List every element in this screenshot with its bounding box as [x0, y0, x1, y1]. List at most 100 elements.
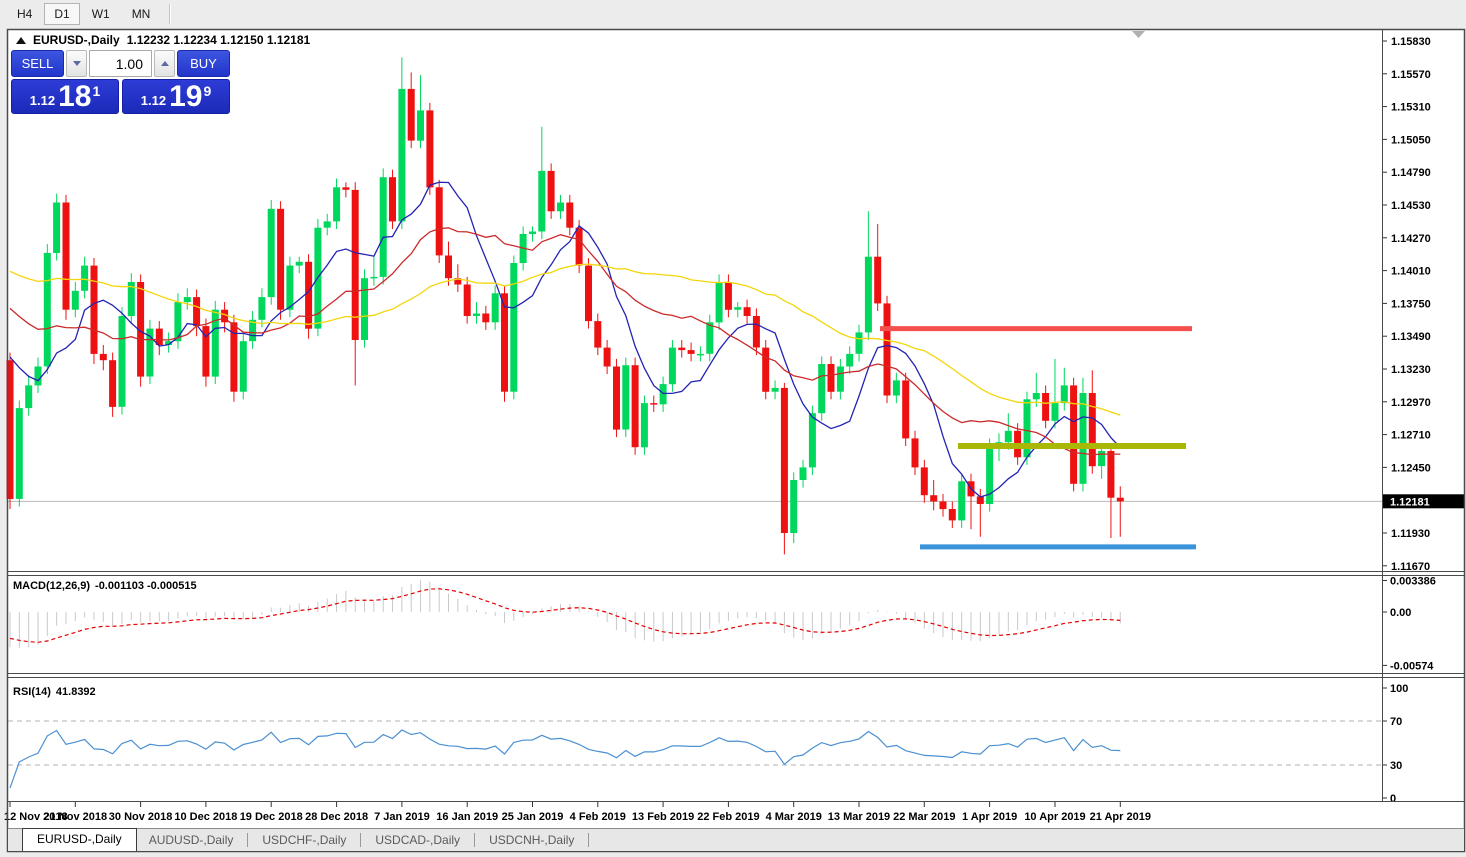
- sell-price-prefix: 1.12: [29, 93, 56, 108]
- candle-bull: [491, 293, 499, 323]
- volume-input[interactable]: [89, 50, 152, 77]
- price-tick-label: 1.15830: [1391, 36, 1431, 48]
- candle-bull: [855, 332, 863, 354]
- date-tick-label: 28 Dec 2018: [305, 811, 368, 823]
- candle-bear: [155, 328, 163, 345]
- buy-price-panel[interactable]: 1.12 19 9: [122, 79, 230, 114]
- chart-window-frame: [6, 28, 1466, 853]
- candle-bull: [43, 252, 51, 367]
- candle-bear: [277, 208, 285, 310]
- candle-bear: [762, 347, 770, 392]
- price-tick-label: 1.13490: [1391, 331, 1431, 343]
- symbol-tab-usdcad[interactable]: USDCAD-,Daily: [375, 833, 461, 847]
- candle-bull: [529, 231, 536, 234]
- candle-bull: [640, 403, 648, 448]
- candle-bull: [818, 364, 826, 414]
- candle-bull: [1060, 385, 1068, 404]
- volume-increase-button[interactable]: [154, 50, 175, 77]
- candle-bull: [659, 384, 667, 405]
- rsi-tick-label: 100: [1390, 683, 1408, 695]
- candle-bear: [920, 467, 928, 496]
- sell-button[interactable]: SELL: [11, 50, 64, 77]
- candle-bear: [1107, 451, 1115, 498]
- toolbar-separator: [169, 4, 172, 24]
- candle-bear: [883, 303, 891, 396]
- candle-bear: [351, 189, 359, 340]
- chart-ohlc-values: 1.12232 1.12234 1.12150 1.12181: [126, 33, 311, 47]
- macd-label: MACD(12,26,9) -0.001103 -0.000515: [13, 580, 202, 592]
- rsi-tick-label: 30: [1390, 760, 1402, 772]
- date-tick-label: 13 Feb 2019: [632, 811, 694, 823]
- tab-separator: [588, 833, 590, 847]
- candle-bear: [575, 227, 583, 266]
- candle-bull: [183, 297, 191, 303]
- candle-bear: [99, 353, 107, 361]
- sell-price-big: 18: [58, 80, 92, 113]
- candle-bear: [976, 496, 984, 504]
- buy-button[interactable]: BUY: [177, 50, 230, 77]
- candle-bull: [557, 202, 564, 212]
- candle-bull: [706, 322, 714, 354]
- timeframe-button-h4[interactable]: H4: [17, 7, 33, 21]
- tab-separator: [474, 833, 476, 847]
- timeframe-button-w1[interactable]: W1: [91, 7, 110, 21]
- candle-bull: [295, 261, 303, 266]
- timeframe-button-d1[interactable]: D1: [44, 3, 80, 25]
- candle-bear: [389, 177, 396, 222]
- sell-price-panel[interactable]: 1.12 18 1: [11, 79, 119, 114]
- candle-bear: [463, 284, 471, 316]
- candle-bull: [892, 380, 900, 396]
- date-tick-label: 16 Jan 2019: [436, 811, 498, 823]
- candle-bear: [202, 326, 210, 377]
- candle-bear: [911, 438, 919, 468]
- buy-price-prefix: 1.12: [140, 93, 167, 108]
- candle-bull: [333, 187, 341, 222]
- collapse-arrow-icon[interactable]: [16, 36, 26, 44]
- timeframe-button-mn[interactable]: MN: [131, 7, 151, 21]
- price-tick-label: 1.15310: [1391, 102, 1431, 114]
- price-tick-label: 1.12710: [1391, 430, 1431, 442]
- candle-bear: [6, 360, 14, 499]
- candle-bull: [836, 366, 844, 392]
- symbol-tab-usdcnh[interactable]: USDCNH-,Daily: [489, 833, 575, 847]
- candle-bear: [547, 170, 555, 212]
- candle-bull: [417, 110, 424, 141]
- candle-bear: [482, 313, 490, 323]
- candle-bull: [622, 365, 630, 430]
- one-click-trading-panel: SELL BUY 1.12 18 1 1.12 19 9: [11, 50, 230, 114]
- rsi-label: RSI(14) 41.8392: [13, 686, 101, 698]
- candle-bear: [585, 265, 592, 322]
- candle-bear: [902, 380, 910, 439]
- scroll-to-end-icon[interactable]: [1132, 31, 1145, 38]
- price-tick-label: 1.11930: [1391, 528, 1430, 540]
- candle-bull: [715, 282, 723, 323]
- candle-bear: [743, 307, 751, 316]
- candle-bull: [799, 467, 807, 480]
- candle-bear: [454, 278, 462, 285]
- date-tick-label: 4 Mar 2019: [766, 811, 822, 823]
- symbol-tab-audusd[interactable]: AUDUSD-,Daily: [148, 833, 234, 847]
- date-tick-label: 25 Jan 2019: [502, 811, 564, 823]
- candle-bull: [239, 341, 247, 392]
- volume-decrease-button[interactable]: [66, 50, 87, 77]
- price-tick-label: 1.12450: [1391, 462, 1431, 474]
- symbol-tab-usdchf[interactable]: USDCHF-,Daily: [262, 833, 347, 847]
- candle-bear: [939, 501, 947, 510]
- macd-tick-label: 0.003386: [1390, 576, 1436, 588]
- chart-window-bg: [7, 29, 1464, 851]
- ma-line-slow: [9, 263, 1121, 416]
- date-tick-label: 10 Dec 2018: [174, 811, 237, 823]
- macd-tick-label: -0.00574: [1390, 660, 1434, 672]
- candle-bear: [501, 293, 508, 392]
- candle-bear: [342, 187, 350, 190]
- candle-bull: [668, 347, 676, 385]
- symbol-tab-eurusd[interactable]: EURUSD-,Daily: [22, 828, 137, 851]
- price-tick-label: 1.15050: [1391, 134, 1431, 146]
- buy-price-pip: 9: [203, 83, 212, 99]
- candle-bull: [1032, 393, 1040, 400]
- candle-bear: [948, 509, 956, 521]
- date-tick-label: 10 Apr 2019: [1024, 811, 1085, 823]
- candle-bear: [435, 187, 443, 256]
- candle-bear: [193, 297, 201, 327]
